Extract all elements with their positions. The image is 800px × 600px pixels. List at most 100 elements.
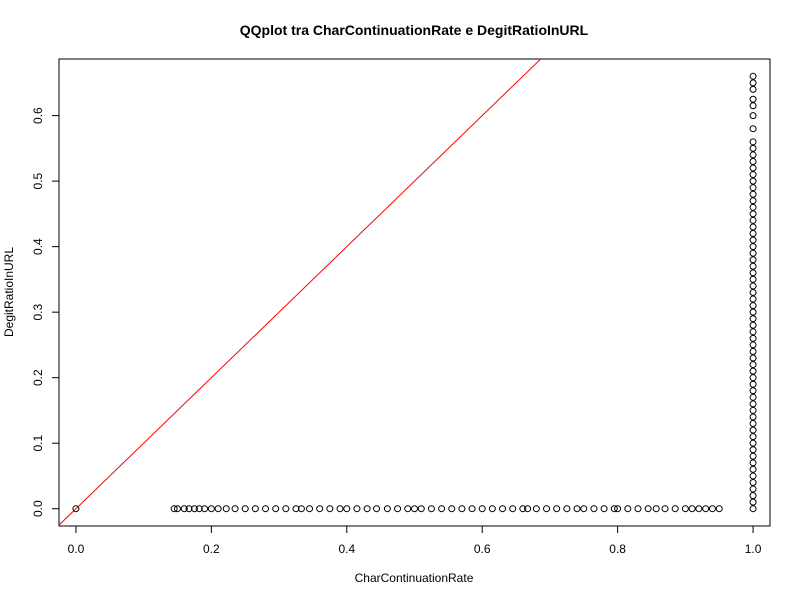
data-point xyxy=(749,406,757,414)
data-point xyxy=(749,308,757,316)
data-point xyxy=(749,465,757,473)
data-point xyxy=(749,216,757,224)
data-point xyxy=(749,256,757,264)
data-point xyxy=(749,243,757,251)
data-point xyxy=(624,505,632,513)
data-point xyxy=(600,505,608,513)
data-point xyxy=(468,505,476,513)
data-point xyxy=(458,505,466,513)
data-point xyxy=(614,505,622,513)
data-point xyxy=(231,505,239,513)
data-point xyxy=(417,505,425,513)
data-point xyxy=(610,505,618,513)
y-tick-label: 0.4 xyxy=(31,238,45,255)
data-point xyxy=(195,505,203,513)
y-tick-label: 0.5 xyxy=(31,172,45,189)
data-point xyxy=(190,505,198,513)
data-point xyxy=(222,505,230,513)
data-point xyxy=(343,505,351,513)
data-point xyxy=(749,413,757,421)
data-point xyxy=(749,347,757,355)
data-point xyxy=(201,505,209,513)
data-point xyxy=(695,505,703,513)
data-point xyxy=(749,433,757,441)
data-point xyxy=(749,95,757,103)
reference-line xyxy=(59,59,542,526)
data-point xyxy=(749,79,757,87)
data-point xyxy=(749,102,757,110)
data-point xyxy=(661,505,669,513)
data-point xyxy=(524,505,532,513)
data-points xyxy=(72,72,757,513)
data-point xyxy=(749,157,757,165)
data-point xyxy=(749,315,757,323)
data-point xyxy=(749,341,757,349)
data-point xyxy=(336,505,344,513)
data-point xyxy=(749,72,757,80)
x-tick-label: 0.6 xyxy=(474,542,491,556)
data-point xyxy=(297,505,305,513)
data-point xyxy=(688,505,696,513)
data-point xyxy=(749,203,757,211)
data-point xyxy=(749,138,757,146)
data-point xyxy=(702,505,710,513)
data-point xyxy=(316,505,324,513)
data-point xyxy=(749,289,757,296)
data-point xyxy=(749,400,757,408)
data-point xyxy=(749,302,757,310)
data-point xyxy=(749,262,757,270)
data-point xyxy=(292,505,300,513)
data-point xyxy=(262,505,270,513)
data-point xyxy=(363,505,371,513)
data-point xyxy=(749,472,757,480)
data-point xyxy=(174,505,181,513)
data-point xyxy=(749,144,757,152)
data-point xyxy=(749,393,757,401)
data-point xyxy=(652,505,660,513)
data-point xyxy=(749,223,757,231)
data-point xyxy=(749,485,757,493)
data-point xyxy=(749,374,757,382)
y-axis-label: DegitRatioInURL xyxy=(2,247,16,337)
data-point xyxy=(749,452,757,460)
data-point xyxy=(749,459,757,467)
data-point xyxy=(749,269,757,277)
x-tick-label: 0.2 xyxy=(203,542,220,556)
data-point xyxy=(749,387,757,395)
data-point xyxy=(590,505,598,513)
y-tick-label: 0.2 xyxy=(31,369,45,386)
data-point xyxy=(553,505,561,513)
y-axis: 0.0 0.1 0.2 0.3 0.4 0.5 0.6 xyxy=(31,107,60,517)
data-point xyxy=(749,85,757,93)
data-point xyxy=(749,282,757,290)
data-point xyxy=(749,151,757,159)
data-point xyxy=(72,505,80,513)
data-point xyxy=(251,505,259,513)
data-point xyxy=(749,478,757,486)
data-point xyxy=(543,505,551,513)
data-point xyxy=(180,505,188,513)
data-point xyxy=(383,505,391,513)
plot-area xyxy=(59,59,757,526)
data-point xyxy=(749,125,757,133)
data-point xyxy=(749,426,757,434)
data-point xyxy=(272,505,280,513)
data-point xyxy=(573,505,581,513)
data-point xyxy=(671,505,679,513)
data-point xyxy=(749,164,757,172)
data-point xyxy=(749,321,757,329)
data-point xyxy=(749,380,757,388)
data-point xyxy=(488,505,496,513)
data-point xyxy=(306,505,314,513)
y-tick-label: 0.6 xyxy=(31,107,45,124)
x-tick-label: 0.4 xyxy=(338,542,355,556)
data-point xyxy=(749,361,757,369)
x-tick-label: 0.0 xyxy=(68,542,85,556)
data-point xyxy=(519,505,527,513)
x-tick-label: 0.8 xyxy=(609,542,626,556)
data-point xyxy=(353,505,361,513)
data-point xyxy=(749,275,757,283)
data-point xyxy=(749,177,757,185)
data-point xyxy=(499,505,507,513)
